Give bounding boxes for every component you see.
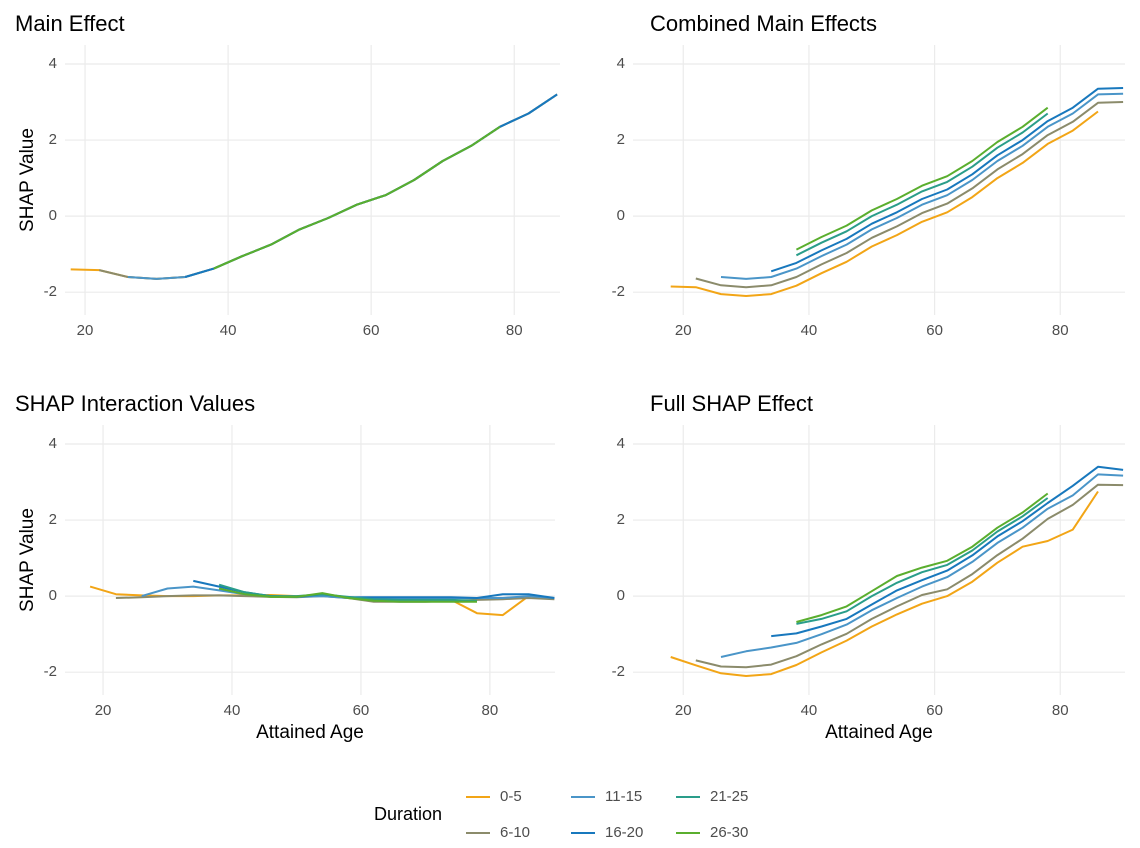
series-line (218, 587, 477, 603)
series-line (218, 583, 478, 602)
x-axis-label: Attained Age (825, 722, 933, 743)
x-tick-label: 80 (1052, 702, 1069, 719)
legend-label: 26-30 (710, 824, 748, 841)
y-tick-label: -2 (612, 663, 625, 680)
series-line (720, 92, 1124, 280)
y-tick-label: 0 (617, 207, 625, 224)
legend-label: 0-5 (500, 788, 522, 805)
x-tick-label: 40 (220, 322, 237, 339)
series-line (70, 93, 558, 280)
legend-title: Duration (374, 804, 442, 824)
panel-title: Combined Main Effects (650, 11, 877, 36)
series-line (213, 125, 501, 270)
y-tick-label: -2 (44, 283, 57, 300)
series-line (795, 112, 1049, 257)
panel-title: Main Effect (15, 11, 125, 36)
x-tick-label: 20 (77, 322, 94, 339)
series-line (796, 492, 1049, 623)
legend-label: 6-10 (500, 824, 530, 841)
y-tick-label: 4 (49, 55, 57, 72)
y-tick-label: 4 (617, 435, 625, 452)
x-tick-label: 80 (506, 322, 523, 339)
y-tick-label: 2 (617, 511, 625, 528)
series-line (695, 101, 1124, 289)
series-line (720, 473, 1124, 658)
x-tick-label: 60 (926, 702, 943, 719)
series-line (795, 106, 1049, 251)
legend-label: 11-15 (605, 788, 642, 805)
panel-title: SHAP Interaction Values (15, 391, 255, 416)
x-tick-label: 60 (353, 702, 370, 719)
x-tick-label: 60 (363, 322, 380, 339)
y-tick-label: 2 (49, 131, 57, 148)
series-line (213, 125, 501, 270)
y-tick-label: 0 (617, 587, 625, 604)
series-line (127, 93, 558, 280)
x-tick-label: 40 (801, 322, 818, 339)
y-tick-label: -2 (612, 283, 625, 300)
x-tick-label: 20 (675, 322, 692, 339)
legend-label: 16-20 (605, 824, 643, 841)
series-line (695, 483, 1124, 669)
y-tick-label: 2 (617, 131, 625, 148)
series-line (670, 490, 1099, 677)
x-tick-label: 20 (95, 702, 112, 719)
series-line (99, 93, 558, 280)
series-line (771, 465, 1124, 638)
series-line (770, 87, 1124, 273)
y-tick-label: 2 (49, 511, 57, 528)
x-tick-label: 60 (926, 322, 943, 339)
y-tick-label: 4 (49, 435, 57, 452)
x-tick-label: 20 (675, 702, 692, 719)
x-tick-label: 40 (801, 702, 818, 719)
series-line (796, 497, 1049, 625)
panel-title: Full SHAP Effect (650, 391, 813, 416)
y-tick-label: -2 (44, 663, 57, 680)
x-tick-label: 80 (482, 702, 499, 719)
y-tick-label: 0 (49, 207, 57, 224)
y-axis-label: SHAP Value (17, 128, 38, 232)
x-axis-label: Attained Age (256, 722, 364, 743)
x-tick-label: 80 (1052, 322, 1069, 339)
x-tick-label: 40 (224, 702, 241, 719)
series-line (670, 110, 1099, 297)
y-tick-label: 0 (49, 587, 57, 604)
y-axis-label: SHAP Value (17, 508, 38, 612)
legend-label: 21-25 (710, 788, 748, 805)
y-tick-label: 4 (617, 55, 625, 72)
